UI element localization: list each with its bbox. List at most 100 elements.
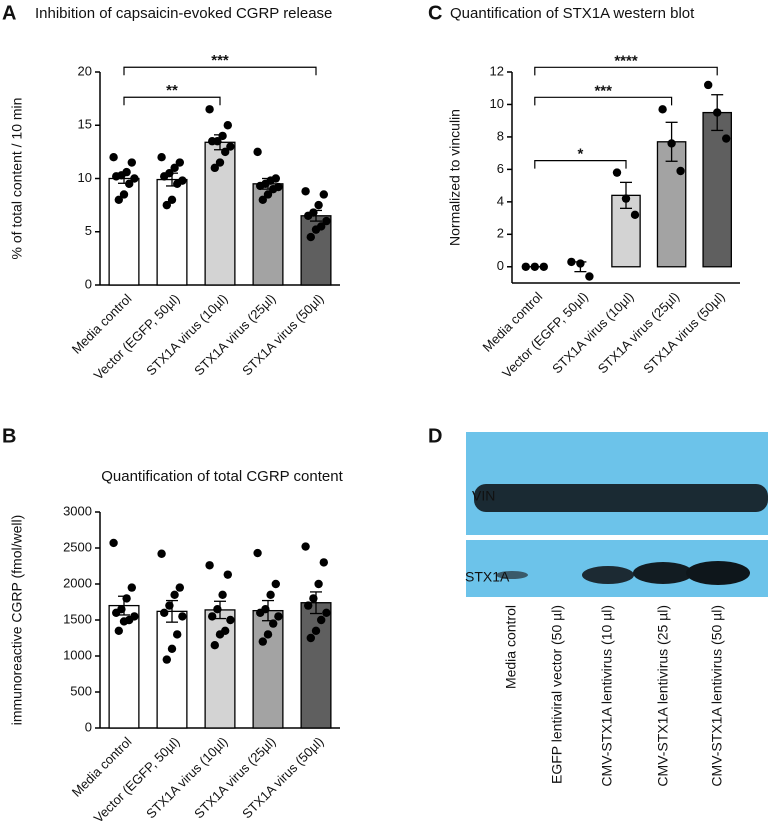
data-point — [585, 272, 594, 281]
data-point — [263, 630, 273, 639]
data-point — [319, 190, 328, 199]
significance-label: ** — [166, 82, 178, 99]
data-point — [539, 262, 548, 271]
y-tick-label: 1000 — [63, 647, 92, 662]
y-tick-label: 500 — [70, 683, 92, 698]
error-bar — [214, 134, 226, 151]
bar — [252, 183, 284, 286]
data-point — [311, 626, 321, 635]
data-point — [210, 641, 219, 650]
data-point — [263, 190, 273, 199]
lane-label: EGFP lentiviral vector (50 µl) — [549, 605, 565, 784]
data-point — [304, 601, 313, 610]
panel-letter: C — [428, 2, 442, 24]
x-tick-label: STX1A virus (25µl) — [191, 291, 278, 378]
panel-letter: B — [2, 425, 16, 447]
significance-label: *** — [211, 52, 229, 69]
data-point — [630, 210, 640, 220]
y-tick-label: 15 — [78, 117, 92, 132]
data-point — [676, 166, 685, 176]
bar — [204, 609, 236, 729]
data-point — [304, 211, 313, 220]
data-point — [130, 174, 139, 183]
data-point — [306, 232, 315, 242]
error-bar — [310, 209, 322, 222]
x-tick-label: STX1A virus (25µl) — [595, 289, 682, 376]
data-point — [157, 549, 166, 558]
data-point — [205, 561, 214, 570]
error-bar — [166, 599, 178, 623]
data-point — [178, 612, 187, 621]
chart-title: Quantification of STX1A western blot — [450, 5, 695, 22]
y-tick-label: 5 — [85, 223, 92, 238]
x-tick-label: STX1A virus (10µl) — [143, 291, 230, 378]
y-tick-label: 20 — [78, 63, 92, 78]
y-tick-label: 8 — [497, 128, 504, 143]
lane-label: CMV-STX1A lentivirus (25 µl) — [655, 605, 671, 787]
x-tick-label: STX1A virus (50µl) — [640, 289, 727, 376]
y-tick-label: 6 — [497, 161, 504, 176]
data-point — [208, 137, 217, 146]
data-point — [167, 195, 177, 204]
data-point — [306, 633, 315, 643]
data-point — [253, 548, 262, 558]
data-point — [119, 617, 129, 626]
error-bar — [262, 177, 274, 190]
data-point — [704, 80, 713, 90]
data-point — [119, 190, 129, 199]
significance-label: * — [577, 146, 583, 163]
error-bar — [310, 591, 322, 615]
lane-label: Media control — [503, 605, 519, 689]
data-point — [226, 142, 235, 151]
data-point — [127, 158, 136, 167]
data-point — [253, 147, 262, 157]
x-tick-label: STX1A virus (25µl) — [191, 734, 278, 821]
data-point — [271, 579, 280, 589]
blot-membrane — [466, 432, 768, 535]
data-point — [215, 158, 225, 167]
lane-label: CMV-STX1A lentivirus (10 µl) — [599, 605, 615, 787]
y-axis-label: immunoreactive CGRP (fmol/well) — [9, 515, 25, 726]
row-label: VIN — [472, 488, 495, 504]
data-point — [112, 608, 121, 617]
significance-bracket — [534, 96, 673, 106]
data-point — [612, 168, 622, 177]
data-point — [521, 262, 530, 271]
significance-bracket — [534, 66, 718, 76]
panel-letter: D — [428, 425, 442, 447]
data-point — [256, 181, 265, 191]
data-point — [314, 200, 323, 210]
error-bar — [214, 600, 226, 620]
data-point — [266, 590, 275, 599]
bar — [252, 609, 284, 729]
data-point — [567, 257, 576, 267]
band — [582, 566, 634, 584]
data-point — [301, 542, 310, 551]
error-bar — [665, 121, 678, 162]
data-point — [658, 105, 667, 114]
y-tick-label: 10 — [78, 170, 92, 185]
data-point — [322, 608, 331, 617]
data-point — [162, 655, 171, 664]
data-point — [114, 626, 124, 635]
significance-bracket — [123, 96, 221, 106]
chart-title: Quantification of total CGRP content — [101, 468, 343, 485]
data-point — [173, 630, 182, 639]
y-tick-label: 10 — [490, 96, 504, 111]
data-point — [256, 608, 265, 617]
error-bar — [262, 599, 274, 622]
bar — [108, 604, 140, 729]
y-tick-label: 3000 — [63, 503, 92, 518]
data-point — [205, 105, 214, 114]
panel-letter: A — [2, 2, 16, 24]
error-bar — [166, 172, 178, 187]
data-point — [722, 134, 731, 143]
data-point — [319, 558, 328, 567]
data-point — [173, 179, 182, 189]
significance-bracket — [534, 160, 627, 169]
lane-label: CMV-STX1A lentivirus (50 µl) — [709, 605, 725, 787]
bar — [156, 610, 188, 729]
bar — [300, 602, 332, 729]
data-point — [258, 637, 267, 646]
data-point — [160, 172, 169, 181]
